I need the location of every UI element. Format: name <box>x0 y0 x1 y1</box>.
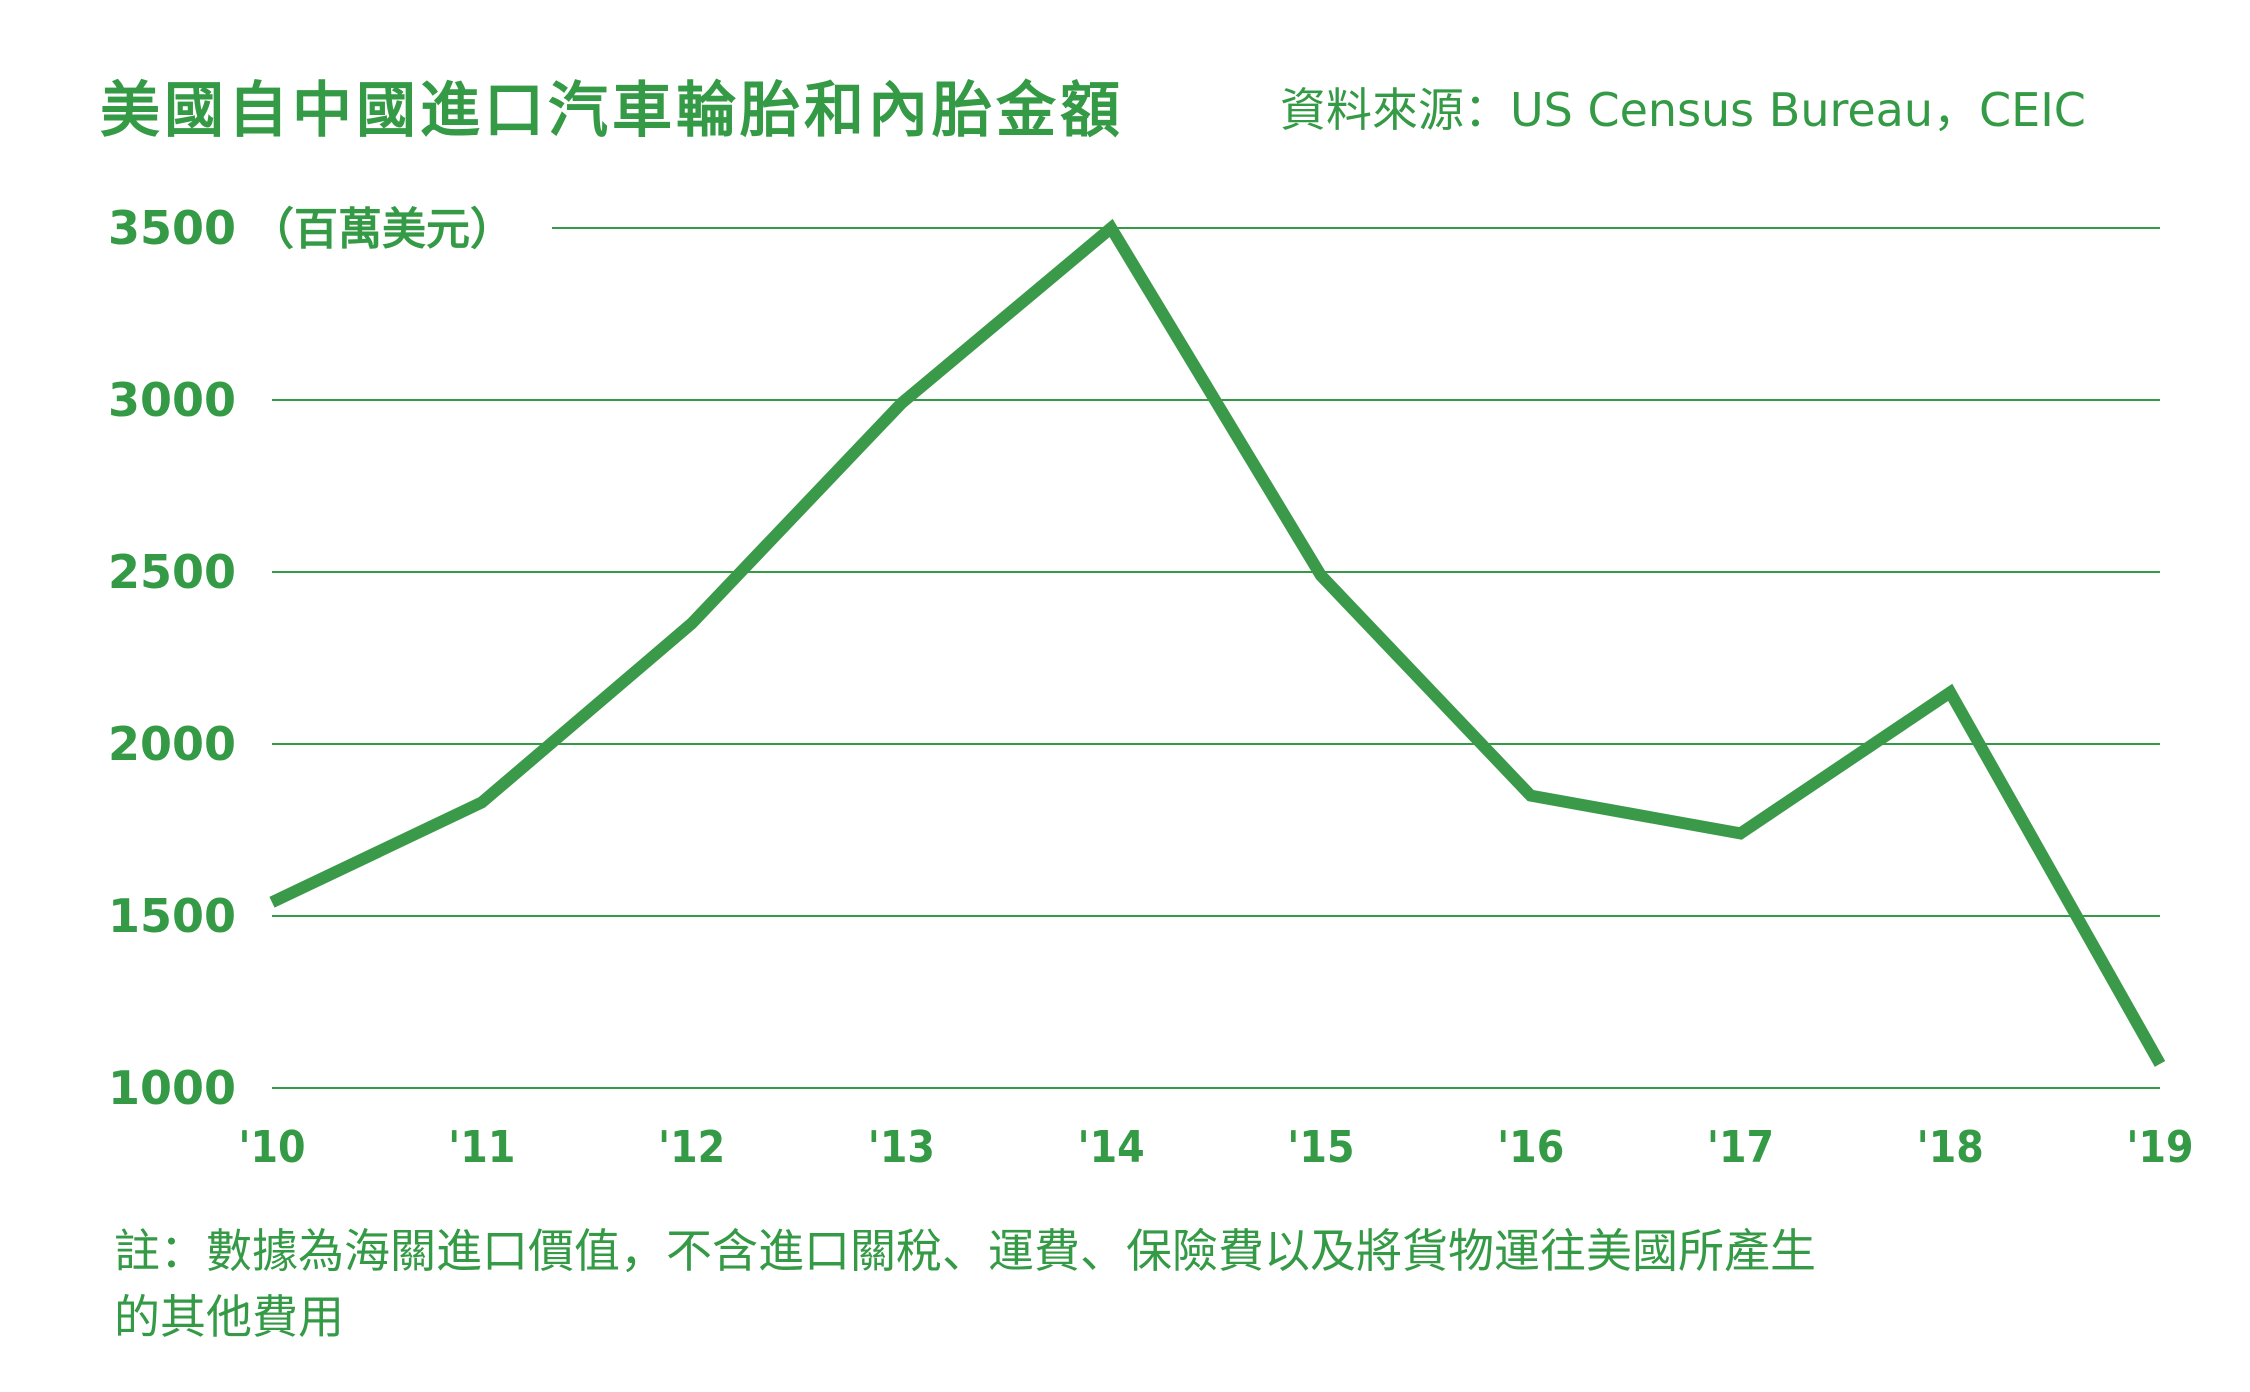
x-tick-label: '18 <box>1917 1122 1984 1173</box>
y-tick-label: 2500 <box>108 545 236 599</box>
y-tick-label: 3500 <box>108 201 236 255</box>
x-tick-label: '19 <box>2126 1122 2193 1173</box>
y-axis-ticks: 3500 （百萬美元） 3000 2500 2000 1500 1000 <box>108 201 514 1115</box>
x-tick-label: '16 <box>1497 1122 1564 1173</box>
series-line <box>269 218 2166 1067</box>
chart-title: 美國自中國進口汽車輪胎和內胎金額 <box>100 76 1124 146</box>
x-tick-label: '11 <box>448 1122 515 1173</box>
footnote-line-1: 註：數據為海關進口價值，不含進口關稅、運費、保險費以及將貨物運往美國所產生 <box>114 1224 1816 1278</box>
y-tick-label: 1500 <box>108 889 236 943</box>
footnote: 註：數據為海關進口價值，不含進口關稅、運費、保險費以及將貨物運往美國所產生 的其… <box>114 1218 2094 1350</box>
y-axis-unit-label: （百萬美元） <box>250 204 514 255</box>
y-tick-label: 2000 <box>108 717 236 771</box>
y-tick-label: 3000 <box>108 373 236 427</box>
x-tick-label: '10 <box>238 1122 305 1173</box>
source-note: 資料來源：US Census Bureau，CEIC <box>1280 83 2086 137</box>
gridlines <box>272 227 2160 1089</box>
series-lines <box>269 218 2166 1067</box>
header: 美國自中國進口汽車輪胎和內胎金額 資料來源：US Census Bureau，C… <box>100 62 2180 146</box>
x-axis-ticks: '10 '11 '12 '13 '14 '15 '16 '17 '18 '19 <box>238 1122 2193 1173</box>
x-tick-label: '17 <box>1707 1122 1774 1173</box>
y-tick-label: 1000 <box>108 1061 236 1115</box>
x-tick-label: '13 <box>868 1122 935 1173</box>
footnote-line-2: 的其他費用 <box>114 1290 344 1344</box>
x-tick-label: '12 <box>658 1122 725 1173</box>
x-tick-label: '15 <box>1287 1122 1354 1173</box>
x-tick-label: '14 <box>1078 1122 1145 1173</box>
